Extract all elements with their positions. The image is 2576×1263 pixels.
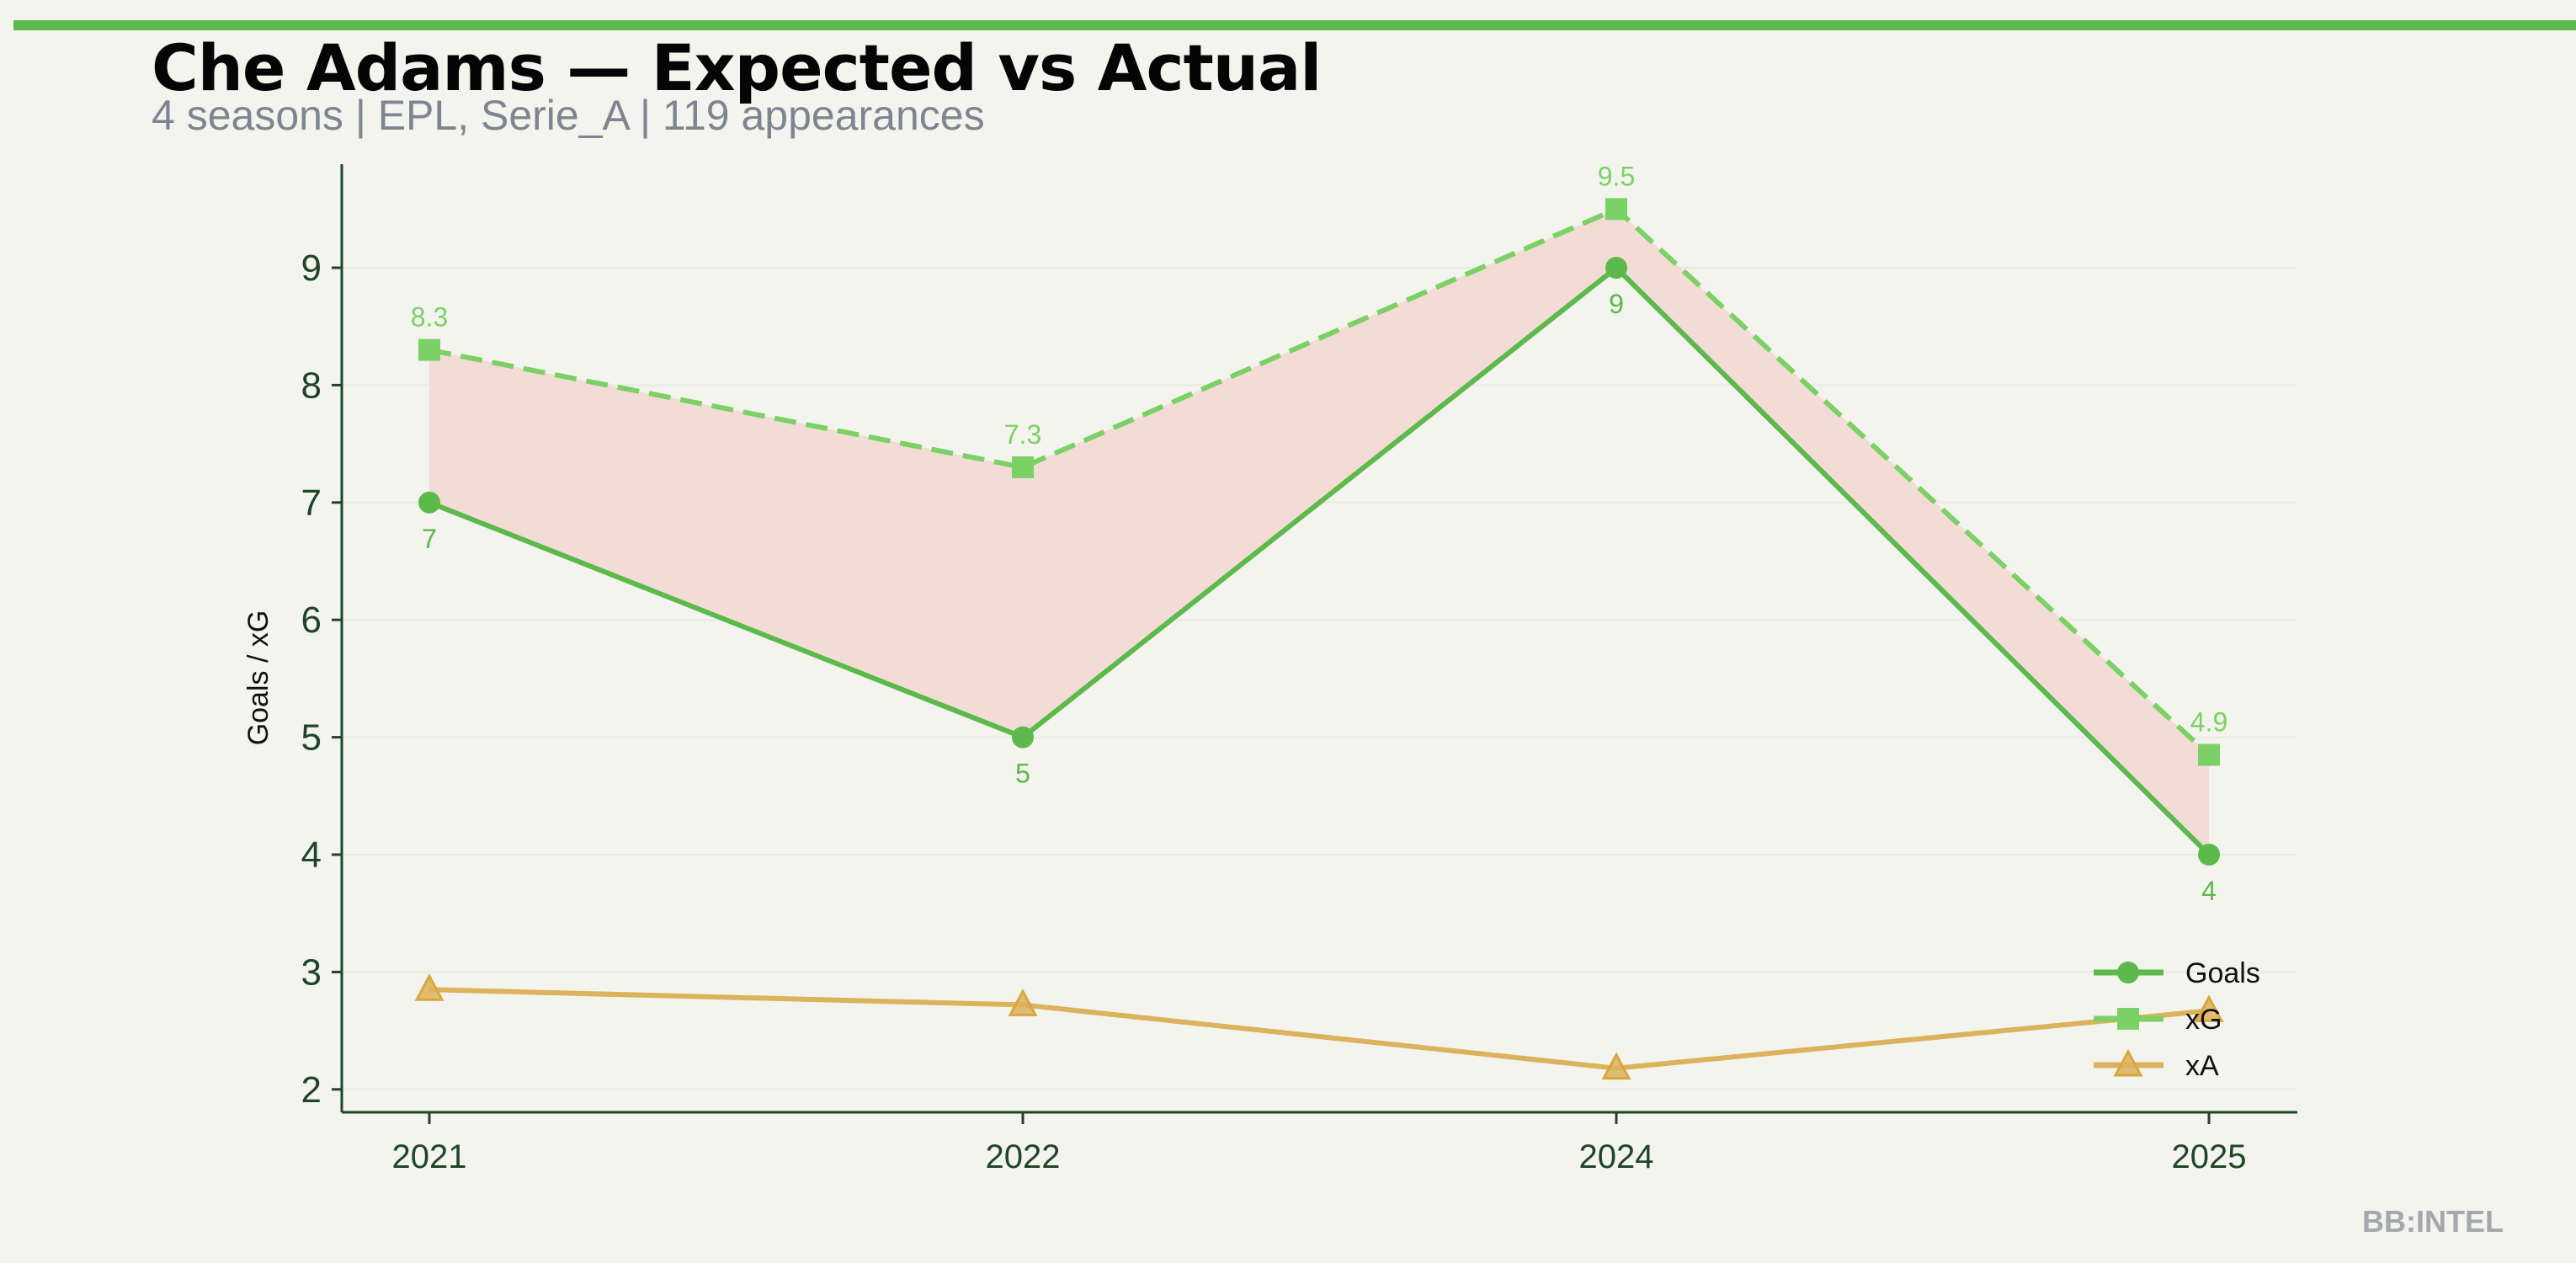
legend-goals-circle-icon bbox=[2117, 962, 2139, 983]
goals-point-2024 bbox=[1605, 257, 1627, 279]
y-tick-label: 5 bbox=[301, 717, 322, 759]
goals-xg-gap-area bbox=[429, 209, 2209, 855]
xg-line bbox=[428, 206, 2211, 757]
accent-bar bbox=[13, 20, 2576, 30]
xa-line bbox=[428, 987, 2210, 1071]
xa-point-2022 bbox=[1008, 989, 1038, 1016]
xg-data-label: 8.3 bbox=[411, 302, 448, 333]
x-tick-label: 2022 bbox=[986, 1138, 1061, 1175]
legend-xg-label: xG bbox=[2185, 1004, 2222, 1036]
goals-point-2025 bbox=[2198, 844, 2220, 866]
xg-point-2025 bbox=[2198, 743, 2220, 766]
series-lines bbox=[428, 206, 2211, 1071]
y-axis-label: Goals / xG bbox=[242, 610, 274, 746]
xa-point-2025 bbox=[2194, 994, 2224, 1022]
chart-subtitle: 4 seasons | EPL, Serie_A | 119 appearanc… bbox=[152, 92, 985, 139]
x-tick-label: 2025 bbox=[2172, 1138, 2247, 1175]
y-tick-label: 3 bbox=[301, 951, 322, 993]
y-tick-label: 6 bbox=[301, 600, 322, 641]
legend-goals-label: Goals bbox=[2185, 957, 2260, 989]
xg-data-label: 7.3 bbox=[1004, 419, 1041, 450]
goals-data-label: 7 bbox=[422, 524, 437, 554]
y-tick-label: 7 bbox=[301, 482, 322, 524]
xg-data-label: 9.5 bbox=[1598, 161, 1635, 191]
legend: Goals xG xA bbox=[2094, 957, 2260, 1082]
y-tick-label: 8 bbox=[301, 365, 322, 406]
legend-xg-square-icon bbox=[2117, 1008, 2139, 1030]
y-tick-label: 2 bbox=[301, 1069, 322, 1111]
legend-xa-label: xA bbox=[2185, 1050, 2219, 1082]
goals-point-2021 bbox=[418, 491, 440, 514]
goals-point-2022 bbox=[1012, 726, 1034, 749]
xg-data-label: 4.9 bbox=[2190, 707, 2227, 738]
chart-title: Che Adams — Expected vs Actual bbox=[152, 30, 1322, 105]
x-tick-label: 2024 bbox=[1579, 1138, 1654, 1175]
legend-xa-triangle-icon bbox=[2113, 1048, 2143, 1077]
xg-point-2022 bbox=[1012, 456, 1034, 478]
y-tick-label: 9 bbox=[301, 248, 322, 289]
goals-data-label: 4 bbox=[2201, 876, 2217, 906]
goals-line bbox=[428, 265, 2211, 857]
y-tick-label: 4 bbox=[301, 834, 322, 876]
goals-data-label: 9 bbox=[1609, 289, 1624, 319]
x-tick-label: 2021 bbox=[392, 1138, 467, 1175]
xa-point-2024 bbox=[1601, 1052, 1631, 1080]
series-markers bbox=[414, 198, 2224, 1080]
xg-point-2021 bbox=[418, 338, 440, 361]
xg-point-2024 bbox=[1605, 198, 1627, 221]
brand-watermark: BB:INTEL bbox=[2362, 1204, 2504, 1239]
axes: 2 3 4 5 6 7 8 9 2021 2022 2024 2025 bbox=[301, 164, 2297, 1175]
gridlines bbox=[342, 267, 2297, 1090]
goals-data-label: 5 bbox=[1015, 759, 1030, 789]
data-labels: 7 5 9 4 8.3 7.3 9.5 4.9 bbox=[411, 161, 2227, 906]
xa-point-2021 bbox=[414, 973, 444, 1001]
